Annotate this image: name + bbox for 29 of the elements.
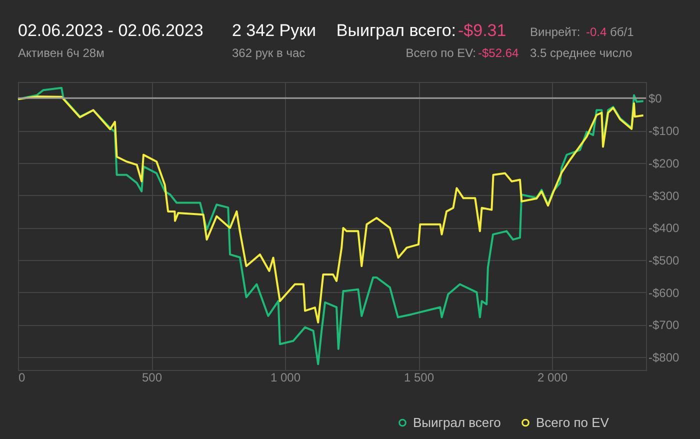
x-tick-label: 0 [18,370,26,384]
text: Выиграл всего: [336,21,456,40]
text: 3.5 среднее число [530,46,632,60]
y-tick-label: -$200 [648,156,680,170]
x-tick-label: 2 000 [538,370,568,384]
x-tick-label: 1 500 [404,370,434,384]
text: -0.4 [586,25,608,39]
legend-label: Выиграл всего [413,414,501,430]
x-tick-label: 500 [142,370,162,384]
text: бб/1 [610,25,634,39]
text: Всего по EV: [406,46,476,60]
y-tick-label: -$600 [648,286,680,300]
text: -$52.64 [478,46,520,60]
y-tick-label: -$800 [648,350,680,365]
y-tick-label: -$500 [648,253,680,268]
y-tick-label: -$400 [648,221,680,236]
y-tick-label: -$700 [648,318,680,332]
text: Винрейт: [530,25,580,39]
y-tick-label: $0 [648,92,662,106]
chart-subtitle: Активен 6ч 28м [18,46,104,60]
x-tick-label: 1 000 [270,370,301,384]
text: 2 342 Руки [232,21,316,40]
y-tick-label: -$300 [648,188,680,203]
line-series [17,96,644,324]
text: -$9.31 [458,21,506,40]
legend-label: Всего по EV [536,414,610,430]
y-tick-label: -$100 [648,124,680,138]
chart-title: 02.06.2023 - 02.06.2023 [18,21,204,40]
text: 362 рук в час [232,46,306,60]
